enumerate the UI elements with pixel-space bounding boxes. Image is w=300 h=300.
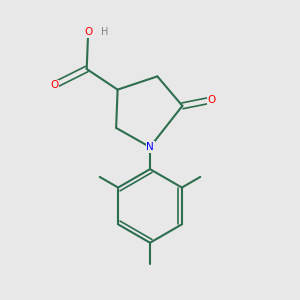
Text: O: O: [208, 95, 216, 105]
Text: H: H: [101, 27, 108, 37]
Text: O: O: [84, 27, 92, 37]
Text: O: O: [50, 80, 58, 90]
Text: N: N: [146, 142, 154, 152]
